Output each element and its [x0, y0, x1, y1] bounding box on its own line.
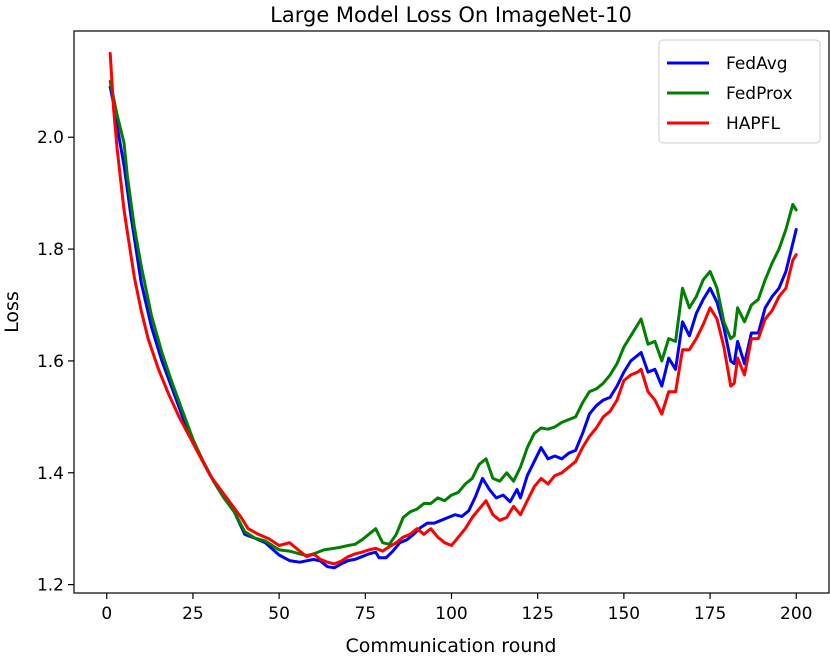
y-tick-label: 1.2 [37, 576, 64, 596]
x-tick-label: 175 [694, 604, 726, 624]
x-tick-label: 75 [354, 604, 376, 624]
x-tick-label: 25 [182, 604, 204, 624]
x-axis-label: Communication round [346, 635, 557, 657]
y-tick-label: 1.6 [37, 352, 64, 372]
x-tick-label: 50 [268, 604, 290, 624]
y-tick-label: 1.4 [37, 464, 64, 484]
series-lines [108, 51, 798, 570]
x-tick-label: 100 [435, 604, 467, 624]
chart-title: Large Model Loss On ImageNet-10 [270, 3, 632, 27]
x-tick-label: 150 [608, 604, 640, 624]
x-axis-ticks: 0 25 50 75 100 125 150 175 200 [101, 593, 812, 624]
legend-box [658, 39, 821, 144]
legend: FedAvg FedProx HAPFL [658, 39, 821, 144]
y-axis-ticks: 1.2 1.4 1.6 1.8 2.0 [37, 128, 74, 596]
legend-label-fedprox: FedProx [726, 84, 793, 104]
series-line-hapfl [108, 51, 798, 566]
y-tick-label: 1.8 [37, 240, 64, 260]
x-tick-label: 125 [521, 604, 553, 624]
legend-label-fedavg: FedAvg [726, 54, 788, 74]
x-tick-label: 0 [101, 604, 112, 624]
series-line-fedprox [108, 79, 798, 557]
y-tick-label: 2.0 [37, 128, 64, 148]
x-tick-label: 200 [780, 604, 812, 624]
y-axis-label: Loss [1, 291, 23, 333]
legend-label-hapfl: HAPFL [726, 114, 780, 134]
